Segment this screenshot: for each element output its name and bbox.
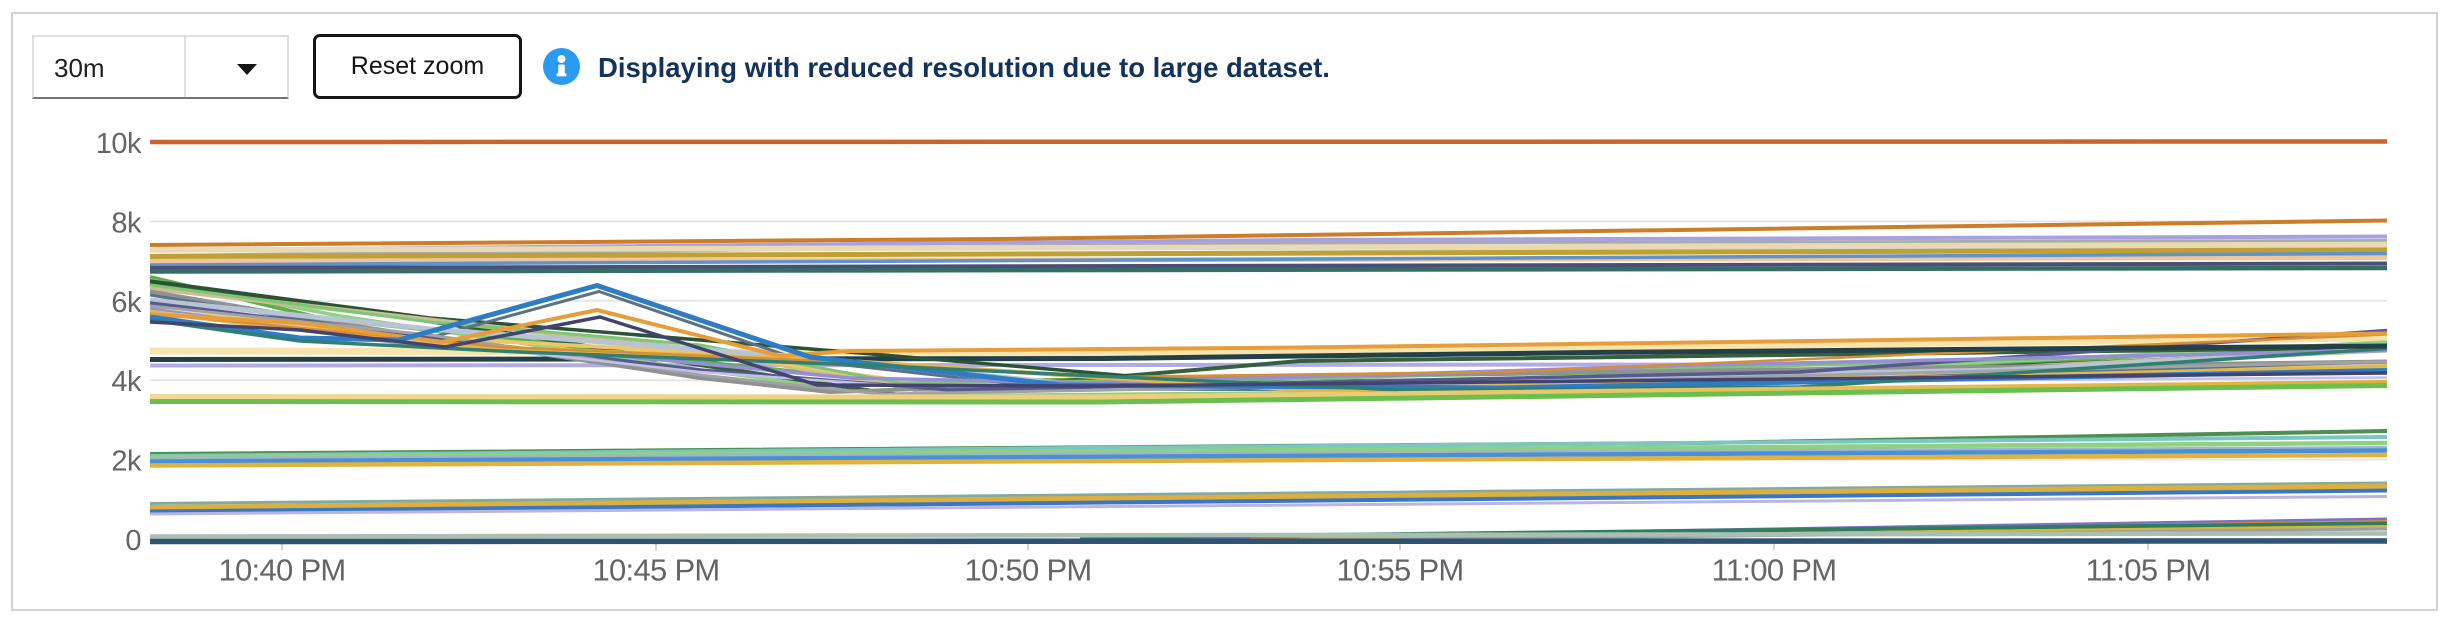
svg-text:8k: 8k — [111, 207, 142, 239]
svg-text:10:50 PM: 10:50 PM — [964, 553, 1091, 588]
svg-text:11:05 PM: 11:05 PM — [2086, 553, 2211, 588]
svg-text:0: 0 — [125, 525, 141, 557]
svg-text:4k: 4k — [111, 366, 142, 398]
svg-text:10k: 10k — [96, 128, 142, 160]
svg-text:10:55 PM: 10:55 PM — [1336, 553, 1463, 588]
svg-text:11:00 PM: 11:00 PM — [1712, 553, 1837, 588]
svg-text:10:45 PM: 10:45 PM — [592, 553, 719, 588]
svg-text:2k: 2k — [111, 446, 142, 478]
svg-text:10:40 PM: 10:40 PM — [218, 553, 345, 588]
svg-text:6k: 6k — [111, 287, 142, 319]
